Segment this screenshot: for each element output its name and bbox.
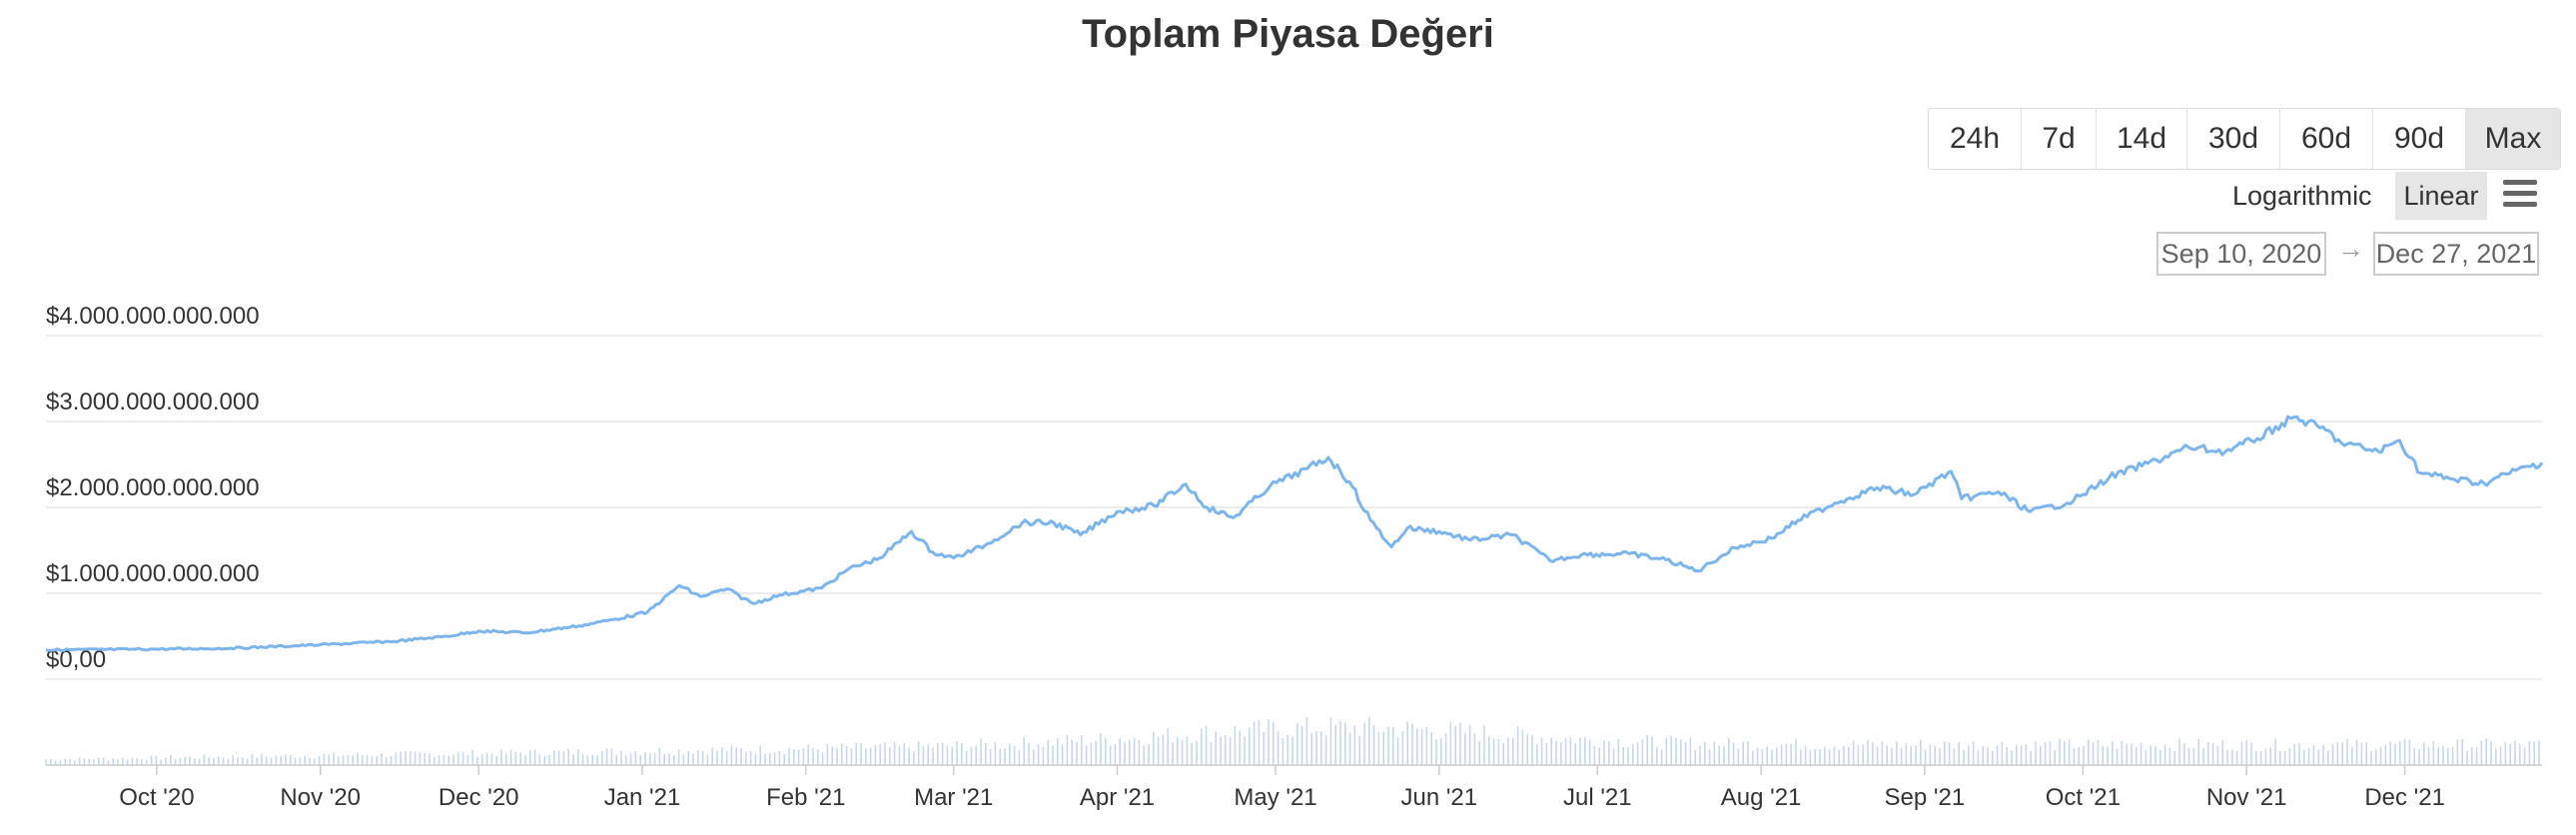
range-7d-button[interactable]: 7d bbox=[2022, 109, 2097, 169]
arrow-right-icon: → bbox=[2337, 234, 2364, 264]
x-tick-label: Nov '20 bbox=[280, 784, 361, 811]
x-tick-label: Oct '20 bbox=[119, 784, 194, 811]
range-30d-button[interactable]: 30d bbox=[2187, 109, 2280, 169]
date-from-input[interactable]: Sep 10, 2020 bbox=[2156, 232, 2326, 276]
x-tick-label: Aug '21 bbox=[1721, 784, 1802, 811]
x-tick-label: Jul '21 bbox=[1563, 784, 1632, 811]
menu-icon[interactable] bbox=[2503, 180, 2537, 210]
range-14d-button[interactable]: 14d bbox=[2097, 109, 2187, 169]
x-tick-label: Nov '21 bbox=[2206, 784, 2287, 811]
x-tick-label: Jun '21 bbox=[1400, 784, 1477, 811]
x-tick-label: Feb '21 bbox=[766, 784, 845, 811]
range-24h-button[interactable]: 24h bbox=[1929, 109, 2022, 169]
scale-linear-button[interactable]: Linear bbox=[2395, 172, 2487, 220]
page-title: Toplam Piyasa Değeri bbox=[1082, 12, 1494, 56]
scale-logarithmic-button[interactable]: Logarithmic bbox=[2232, 181, 2372, 211]
y-tick-label: $1.000.000.000.000 bbox=[46, 560, 260, 587]
range-button-group: 24h 7d 14d 30d 60d 90d Max bbox=[1928, 108, 2561, 170]
range-60d-button[interactable]: 60d bbox=[2280, 109, 2373, 169]
y-tick-label: $3.000.000.000.000 bbox=[46, 389, 260, 416]
y-tick-label: $4.000.000.000.000 bbox=[46, 303, 260, 330]
x-tick-label: Dec '20 bbox=[438, 784, 519, 811]
x-tick-label: Sep '21 bbox=[1885, 784, 1966, 811]
y-tick-label: $2.000.000.000.000 bbox=[46, 474, 260, 501]
range-90d-button[interactable]: 90d bbox=[2373, 109, 2466, 169]
x-tick-label: May '21 bbox=[1234, 784, 1316, 811]
x-tick-label: Dec '21 bbox=[2364, 784, 2445, 811]
date-to-input[interactable]: Dec 27, 2021 bbox=[2373, 232, 2539, 276]
x-tick-label: Oct '21 bbox=[2046, 784, 2121, 811]
range-max-button[interactable]: Max bbox=[2466, 109, 2560, 169]
x-tick-label: Apr '21 bbox=[1080, 784, 1155, 811]
series-line bbox=[45, 415, 2544, 652]
x-tick-label: Mar '21 bbox=[914, 784, 993, 811]
x-tick-label: Jan '21 bbox=[604, 784, 681, 811]
